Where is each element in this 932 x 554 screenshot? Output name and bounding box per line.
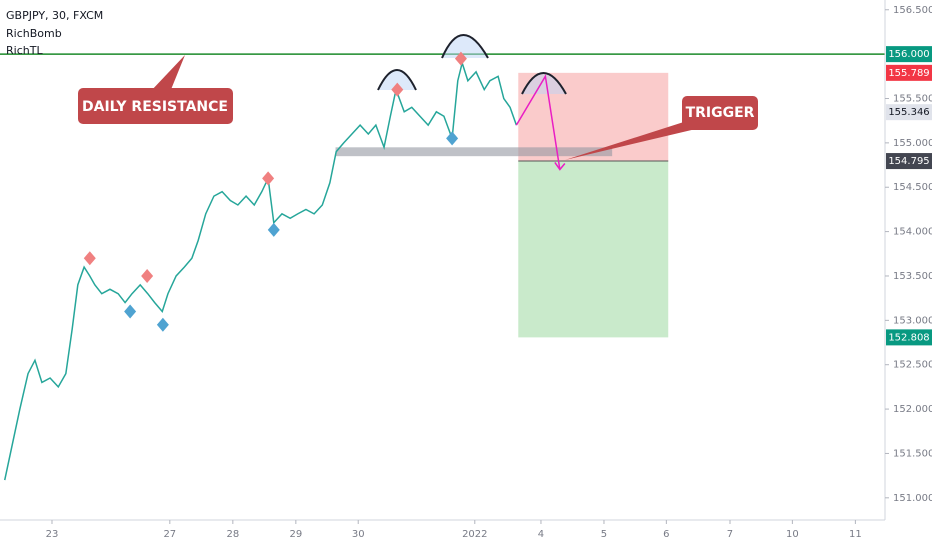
swing-low-marker — [156, 317, 169, 332]
x-tick-label: 5 — [601, 529, 607, 540]
x-tick-label: 30 — [352, 529, 365, 540]
x-tick-label: 28 — [226, 529, 239, 540]
price-label: 155.789 — [888, 68, 929, 79]
swing-high-marker — [141, 268, 154, 283]
y-tick-label: 155.500 — [893, 93, 932, 104]
price-label-box — [886, 104, 932, 121]
x-tick-label: 4 — [538, 529, 544, 540]
swing-high-marker — [454, 51, 467, 66]
y-tick-label: 151.000 — [893, 493, 932, 504]
y-tick-label: 154.500 — [893, 182, 932, 193]
callout-text: DAILY RESISTANCE — [82, 99, 228, 115]
projection-path — [515, 74, 561, 170]
y-tick-label: 151.500 — [893, 448, 932, 459]
x-tick-label: 29 — [289, 529, 302, 540]
price-label: 156.000 — [888, 49, 929, 60]
swing-low-marker — [267, 222, 280, 237]
x-tick-label: 10 — [786, 529, 799, 540]
y-tick-label: 154.000 — [893, 227, 932, 238]
price-label: 155.346 — [888, 107, 929, 118]
target-zone — [518, 161, 669, 338]
swing-low-marker — [446, 131, 459, 146]
callout-pointer — [565, 120, 700, 160]
price-label-box — [886, 64, 932, 81]
indicator-label: RichTL — [6, 44, 43, 57]
y-tick-label: 153.000 — [893, 315, 932, 326]
x-tick-label: 23 — [46, 529, 59, 540]
y-tick-label: 152.000 — [893, 404, 932, 415]
swing-high-marker — [83, 251, 96, 266]
price-label: 154.795 — [888, 156, 929, 167]
swing-high-marker — [391, 82, 404, 97]
y-tick-label: 153.500 — [893, 271, 932, 282]
symbol-title: GBPJPY, 30, FXCM — [6, 9, 103, 22]
swing-low-marker — [124, 304, 137, 319]
swing-high-marker — [262, 171, 275, 186]
price-label: 152.808 — [888, 332, 929, 343]
callout-pointer — [150, 55, 185, 92]
neckline-zone — [335, 147, 613, 157]
left-shoulder — [377, 69, 417, 91]
background — [0, 53, 885, 338]
callout-box — [682, 96, 758, 130]
x-tick-label: 2022 — [462, 529, 487, 540]
callout-box — [78, 88, 233, 124]
y-tick-label: 152.500 — [893, 360, 932, 371]
price-label-box — [886, 153, 932, 170]
y-tick-label: 155.000 — [893, 138, 932, 149]
x-tick-label: 11 — [849, 529, 862, 540]
x-tick-label: 7 — [727, 529, 733, 540]
price-line — [3, 60, 518, 481]
price-label-box — [886, 46, 932, 63]
projection-arrowhead — [554, 162, 566, 171]
indicator-label: RichBomb — [6, 27, 62, 40]
price-label-box — [886, 329, 932, 346]
y-tick-label: 156.500 — [893, 5, 932, 16]
head — [441, 34, 489, 59]
right-shoulder — [521, 72, 567, 95]
x-tick-label: 27 — [163, 529, 176, 540]
x-tick-label: 6 — [663, 529, 669, 540]
callout-text: TRIGGER — [686, 105, 755, 121]
